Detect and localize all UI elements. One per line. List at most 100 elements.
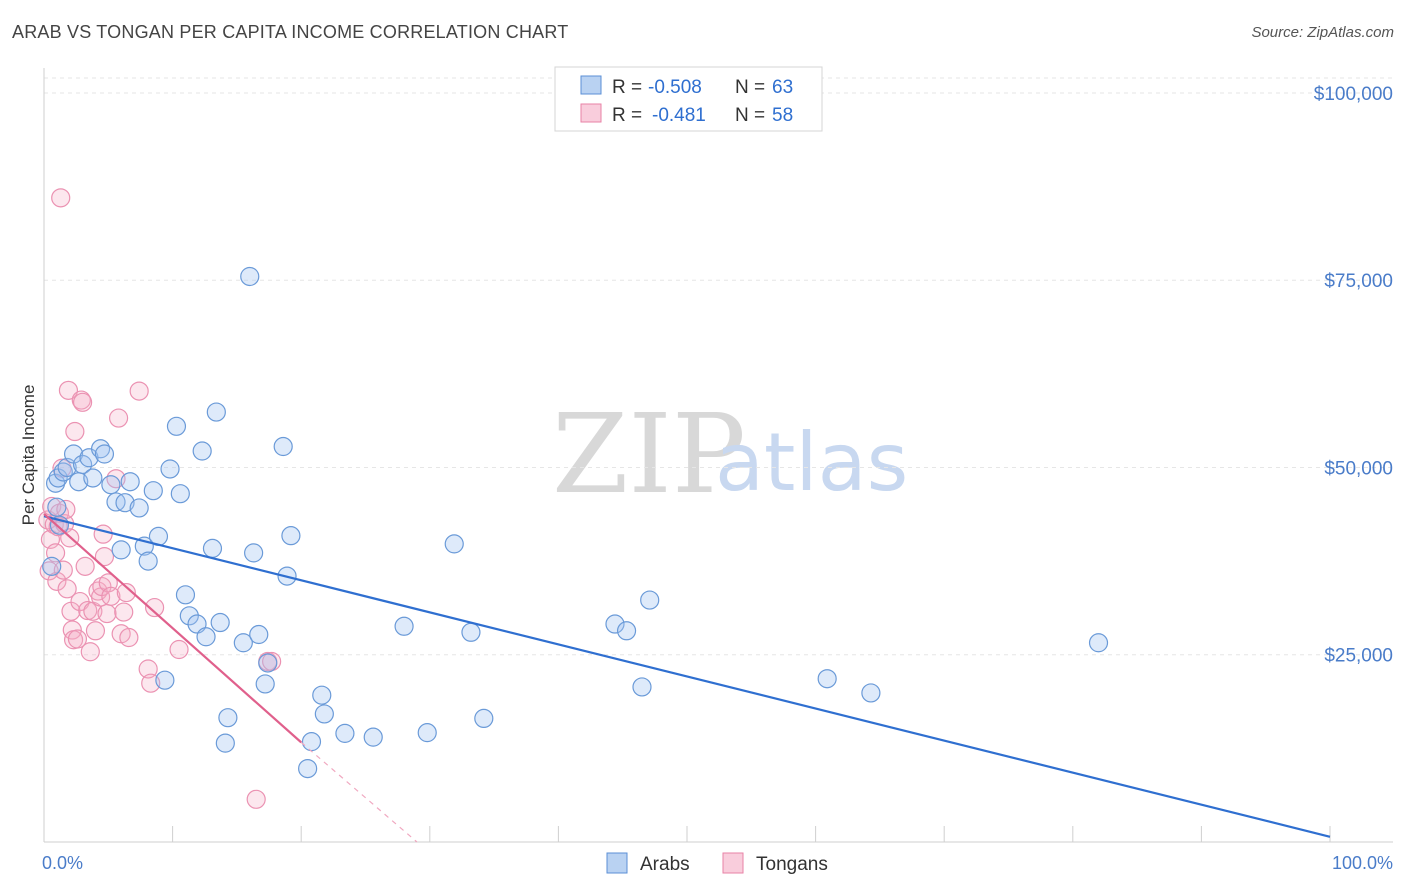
tongan-point	[144, 597, 165, 618]
arab-point	[817, 669, 837, 689]
tongan-point	[51, 188, 71, 208]
arab-point	[192, 441, 212, 461]
arab-point	[461, 622, 481, 642]
arab-point	[129, 498, 149, 518]
arab-point	[255, 674, 275, 694]
x-tick-labels: 0.0% 100.0%	[42, 853, 1393, 873]
arab-point	[632, 677, 652, 697]
tongan-point	[141, 673, 161, 693]
arab-point	[155, 670, 175, 690]
tongan-point	[246, 789, 266, 809]
arab-point	[312, 685, 332, 705]
tongan-trend-extension	[300, 741, 418, 843]
arab-point	[314, 704, 334, 724]
x-tick-label-min: 0.0%	[42, 853, 83, 873]
arab-point	[417, 723, 437, 743]
arab-point	[101, 475, 121, 495]
tongan-point	[108, 408, 129, 428]
arab-point	[861, 683, 881, 703]
tongan-point	[106, 469, 126, 489]
tongan-point	[53, 560, 73, 580]
arab-point	[94, 444, 115, 464]
legend-tongan-n-label: N =	[735, 105, 765, 126]
arab-point	[166, 416, 187, 436]
bottom-legend: Arabs Tongans	[606, 852, 828, 875]
arab-point	[196, 627, 216, 647]
tongan-point	[97, 603, 117, 624]
y-tick-label: $50,000	[1324, 458, 1393, 479]
arab-point	[258, 653, 278, 673]
arab-point	[170, 484, 190, 504]
y-tick-label: $75,000	[1324, 271, 1393, 292]
tongan-point	[75, 556, 95, 576]
tongan-point	[116, 582, 136, 603]
tongan-point	[65, 421, 85, 442]
tongan-point	[62, 620, 82, 640]
tongan-trend-line	[43, 513, 302, 744]
tongan-point	[119, 627, 139, 648]
trend-lines	[43, 513, 1331, 843]
arab-point	[45, 473, 66, 493]
arab-point	[160, 459, 180, 479]
legend: R = -0.508 N = 63 R = -0.481 N = 58	[554, 66, 823, 132]
tongan-point	[57, 579, 77, 599]
arab-point	[138, 551, 158, 571]
legend-arab-r-value: -0.508	[648, 77, 702, 98]
tongan-point	[138, 659, 158, 679]
arab-point	[298, 758, 318, 779]
tongan-point	[101, 586, 121, 606]
arab-point	[83, 468, 103, 488]
tongan-point	[80, 642, 100, 662]
bottom-legend-tongan: Tongans	[756, 854, 828, 875]
arab-point	[47, 497, 67, 517]
arab-point	[90, 439, 111, 459]
gridlines	[44, 77, 1394, 656]
arab-point	[301, 732, 322, 752]
y-tick-label: $100,000	[1314, 84, 1393, 105]
arab-trend-line	[43, 515, 1331, 838]
arab-point	[444, 534, 464, 554]
bottom-legend-arab-swatch	[606, 852, 628, 874]
arab-point	[616, 621, 637, 641]
arab-point	[244, 543, 264, 563]
arab-point	[273, 436, 293, 457]
arab-point	[218, 708, 238, 728]
arab-point	[249, 624, 269, 645]
arab-point	[1088, 633, 1109, 653]
y-tick-label: $25,000	[1324, 646, 1393, 667]
legend-tongan-n-value: 58	[772, 105, 793, 126]
tongan-point	[85, 621, 106, 641]
y-tick-labels: $25,000 $50,000 $75,000 $100,000	[1314, 84, 1393, 667]
arab-point	[179, 606, 199, 626]
legend-tongan-r-value: -0.481	[652, 105, 706, 126]
arab-point	[115, 493, 135, 513]
legend-arab-r-label: R =	[612, 77, 642, 98]
watermark-zip: ZIP	[552, 390, 746, 518]
x-tick-label-max: 100.0%	[1332, 853, 1393, 873]
arab-point	[215, 733, 235, 753]
axes	[43, 68, 1393, 843]
arab-point	[111, 540, 131, 560]
arab-point	[175, 585, 196, 605]
y-axis-label: Per Capita Income	[19, 385, 38, 526]
tongan-point	[67, 629, 88, 649]
tongan-point	[169, 639, 189, 660]
source-label: Source: ZipAtlas.com	[1251, 24, 1394, 41]
arab-point	[210, 612, 230, 633]
arab-point	[605, 614, 625, 634]
tongan-point	[129, 381, 149, 401]
tongan-point	[78, 600, 98, 621]
tongan-point	[72, 392, 93, 412]
arab-point	[202, 538, 223, 558]
tongan-point	[58, 380, 79, 400]
arab-point	[474, 708, 494, 729]
arab-point	[143, 481, 163, 501]
arab-point	[120, 472, 140, 492]
arab-point	[233, 633, 253, 653]
chart-title: ARAB VS TONGAN PER CAPITA INCOME CORRELA…	[12, 22, 569, 42]
legend-tongan-swatch	[580, 103, 602, 123]
arab-point	[363, 727, 383, 747]
tongan-point	[94, 547, 115, 567]
arab-point	[206, 402, 226, 422]
